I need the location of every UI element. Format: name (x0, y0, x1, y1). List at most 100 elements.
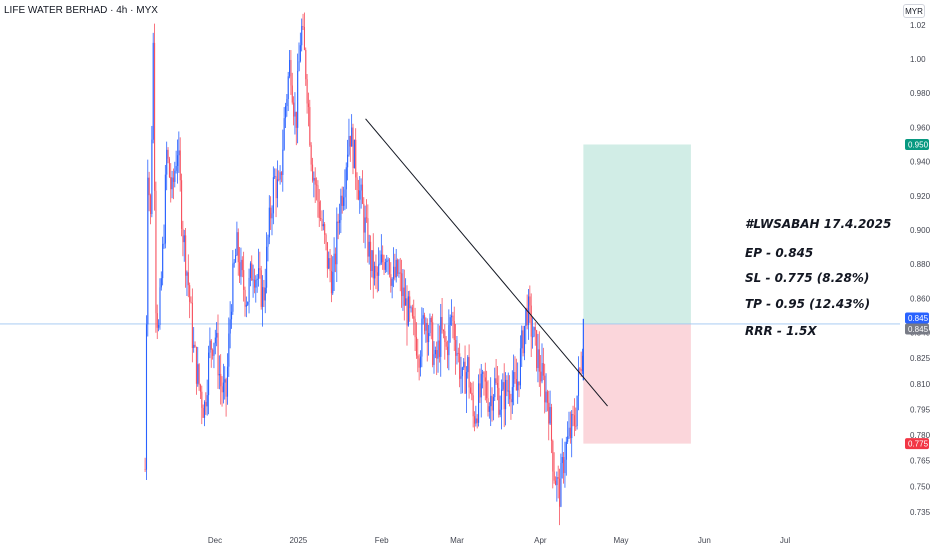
stop-zone[interactable] (583, 323, 691, 444)
candle-body (218, 373, 220, 376)
candle-body (444, 331, 446, 343)
y-tick-label: 0.810 (910, 380, 931, 389)
candle-body (291, 85, 293, 103)
candle-body (332, 271, 334, 294)
candle-body (503, 382, 505, 410)
candle-body (174, 170, 176, 182)
candle-body (333, 253, 335, 272)
candle-body (220, 373, 222, 387)
candle-body (387, 259, 389, 261)
candle-body (341, 195, 343, 206)
y-tick-label: 0.765 (910, 457, 931, 466)
candle-body (580, 368, 582, 372)
candle-body (567, 436, 569, 442)
candle-body (226, 366, 229, 397)
price-axis[interactable]: 1.02 1.00 0.980 0.960 0.940 0.920 0.900 0.880 0.… (910, 21, 931, 517)
price-tag-label: 0.845 (908, 325, 929, 334)
trade-annotations[interactable]: #LWSABAH 17.4.2025 EP - 0.845 SL - 0.775 (… (745, 217, 891, 338)
candle-body (302, 26, 304, 28)
candle-body (510, 399, 512, 403)
candle-body (274, 176, 276, 178)
candle-body (448, 325, 450, 356)
candle-body (557, 477, 559, 479)
candle-body (303, 27, 305, 50)
candle-body (317, 185, 319, 202)
candle-body (579, 368, 581, 370)
candle-body (480, 373, 482, 398)
candle-body (216, 332, 218, 338)
candle-body (374, 265, 376, 279)
candle-body (398, 272, 400, 274)
candle-body (314, 177, 316, 185)
candle-body (253, 279, 256, 288)
candle-body (375, 265, 377, 273)
candle-body (581, 355, 584, 372)
candle-body (484, 377, 486, 382)
candle-body (326, 242, 328, 269)
candle-body (144, 469, 146, 471)
candle-body (147, 177, 149, 325)
candle-body (351, 127, 353, 147)
candle-body (515, 378, 517, 391)
candle-body (221, 386, 223, 393)
price-tag-label: 0.775 (908, 440, 929, 449)
candle-body (553, 471, 555, 481)
candle-body (252, 279, 254, 281)
candle-body (353, 139, 355, 169)
currency-button[interactable]: MYR (903, 4, 925, 18)
candle-body (541, 363, 543, 382)
candle-body (471, 392, 473, 396)
candle-body (194, 344, 196, 348)
candle-body (453, 321, 455, 340)
candle-body (384, 262, 386, 270)
candle-body (190, 301, 192, 303)
candle-body (424, 315, 426, 331)
price-tag (905, 138, 929, 150)
candle-body (430, 317, 432, 323)
y-tick-label: 0.900 (910, 226, 931, 235)
candle-body (455, 339, 457, 356)
candle-body (518, 381, 520, 386)
candle-body (243, 270, 245, 290)
candle-body (382, 254, 384, 263)
time-axis[interactable]: Dec 2025 Feb Mar Apr May Jun Jul (208, 536, 790, 545)
candle-body (284, 106, 287, 119)
candle-body (428, 333, 430, 343)
candle-body (499, 409, 501, 415)
candle-body (465, 372, 467, 394)
candle-body (145, 324, 148, 470)
y-tick-label: 0.960 (910, 123, 931, 132)
candle-body (530, 305, 532, 337)
target-zone[interactable] (583, 144, 691, 324)
trendline[interactable] (365, 118, 608, 407)
candle-body (494, 378, 496, 398)
candle-body (189, 285, 191, 302)
candle-body (569, 427, 571, 439)
candle-body (380, 254, 382, 263)
candle-body (232, 263, 234, 312)
candle-body (154, 42, 156, 191)
candle-body (149, 195, 152, 214)
candle-body (463, 361, 465, 368)
candle-body (395, 259, 397, 278)
candle-body (519, 348, 521, 386)
candle-body (405, 298, 407, 306)
y-tick-label: 1.02 (910, 21, 926, 30)
candle-body (469, 387, 472, 393)
candle-body (257, 268, 260, 279)
candle-body (376, 272, 378, 276)
candle-body (486, 381, 488, 399)
candle-body (440, 317, 442, 357)
candle-body (359, 190, 361, 200)
candle-body (442, 329, 445, 332)
candle-body (532, 336, 534, 338)
candle-body (500, 389, 503, 410)
candle-body (163, 243, 165, 245)
y-tick-label: 0.825 (910, 354, 931, 363)
candle-body (256, 278, 258, 280)
candle-body (171, 177, 173, 190)
trendline-segment[interactable] (365, 118, 608, 407)
candle-body (467, 357, 469, 373)
